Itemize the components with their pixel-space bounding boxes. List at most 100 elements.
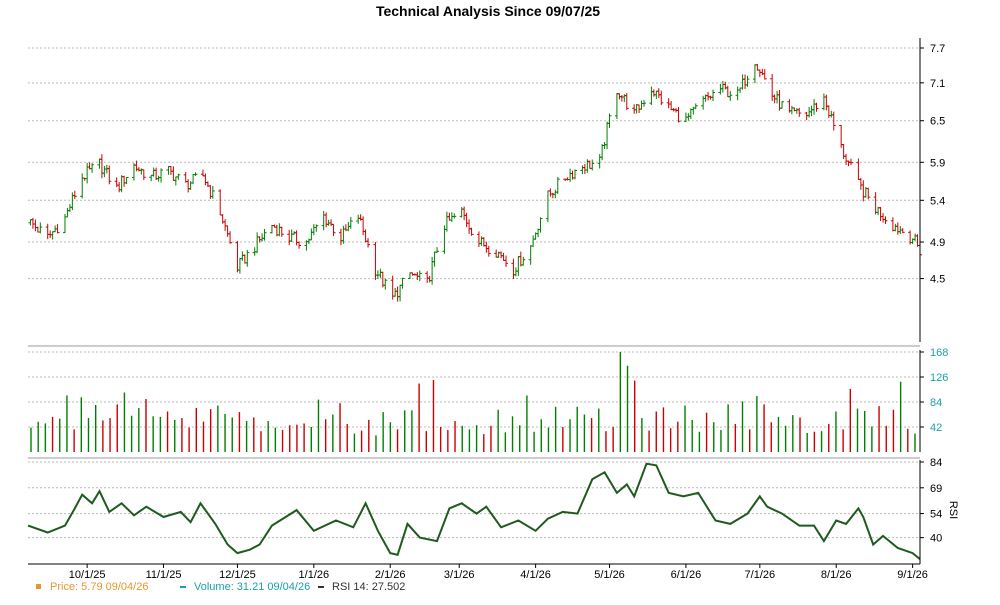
price-bar bbox=[725, 85, 730, 98]
x-tick-label: 7/1/26 bbox=[745, 569, 776, 581]
price-bar bbox=[590, 159, 595, 171]
price-bar bbox=[50, 231, 55, 240]
price-bar bbox=[467, 219, 472, 234]
price-bar bbox=[642, 99, 647, 107]
price-bar bbox=[464, 212, 469, 228]
price-bar bbox=[693, 103, 698, 110]
price-bar bbox=[486, 245, 491, 257]
price-bar bbox=[122, 175, 127, 187]
price-bar bbox=[479, 236, 484, 246]
price-bar bbox=[228, 231, 233, 244]
price-tick-label: 7.7 bbox=[930, 43, 945, 55]
price-bar bbox=[373, 242, 378, 280]
price-bar bbox=[573, 169, 578, 180]
price-bar bbox=[33, 219, 38, 232]
price-bar bbox=[117, 182, 122, 193]
legend-price-label: Price: 5.79 09/04/26 bbox=[50, 581, 148, 593]
price-bar bbox=[780, 101, 785, 109]
price-bar bbox=[447, 212, 452, 221]
x-tick-label: 8/1/26 bbox=[821, 569, 852, 581]
price-bar bbox=[262, 228, 267, 241]
price-bar bbox=[99, 154, 104, 179]
price-bar bbox=[444, 211, 449, 232]
price-bar bbox=[321, 211, 326, 231]
price-bar bbox=[156, 175, 161, 182]
price-bar bbox=[255, 232, 260, 254]
price-bar bbox=[521, 256, 526, 266]
price-bar bbox=[70, 192, 75, 211]
price-bar bbox=[893, 223, 898, 232]
price-bar bbox=[225, 225, 230, 237]
x-tick-label: 6/1/26 bbox=[671, 569, 702, 581]
price-bar bbox=[605, 121, 610, 150]
price-bar bbox=[203, 173, 208, 186]
price-bar bbox=[568, 168, 573, 182]
price-bar bbox=[666, 98, 671, 109]
price-bar bbox=[45, 223, 50, 240]
price-bar bbox=[777, 90, 782, 111]
price-bar bbox=[752, 64, 757, 84]
price-bar bbox=[881, 212, 886, 223]
rsi-tick-label: 69 bbox=[930, 483, 942, 495]
price-bar bbox=[151, 167, 156, 177]
price-bar bbox=[735, 86, 740, 101]
price-bar bbox=[311, 224, 316, 236]
price-bar bbox=[775, 90, 780, 104]
price-bar bbox=[669, 101, 674, 111]
x-tick-label: 10/1/25 bbox=[69, 569, 106, 581]
x-tick-label: 12/1/25 bbox=[219, 569, 256, 581]
price-bar bbox=[826, 105, 831, 118]
price-bar bbox=[582, 164, 587, 175]
price-bar bbox=[348, 217, 353, 229]
price-bar bbox=[176, 173, 181, 180]
price-bar bbox=[242, 254, 247, 264]
price-bar bbox=[550, 192, 555, 199]
price-bars bbox=[28, 63, 922, 302]
price-bar bbox=[183, 172, 188, 183]
price-bar bbox=[469, 227, 474, 236]
price-bar bbox=[580, 165, 585, 175]
price-bar bbox=[745, 75, 750, 87]
x-tick-label: 2/1/26 bbox=[375, 569, 406, 581]
price-bar bbox=[531, 235, 536, 247]
price-bar bbox=[600, 144, 605, 161]
x-tick-label: 1/1/26 bbox=[299, 569, 330, 581]
volume-bars bbox=[30, 352, 916, 452]
price-bar bbox=[395, 286, 400, 302]
price-bar bbox=[501, 252, 506, 261]
price-bar bbox=[659, 90, 664, 105]
price-bar bbox=[38, 222, 43, 234]
price-bar bbox=[649, 86, 654, 105]
legend: Price: 5.79 09/04/26 Volume: 31.21 09/04/… bbox=[36, 581, 405, 593]
price-bar bbox=[432, 251, 437, 267]
price-bar bbox=[173, 176, 178, 186]
price-bar bbox=[72, 190, 77, 200]
x-tick-label: 5/1/26 bbox=[594, 569, 625, 581]
price-bar bbox=[831, 111, 836, 131]
price-bar bbox=[237, 257, 242, 274]
price-bar bbox=[619, 95, 624, 102]
price-tick-label: 5.9 bbox=[930, 157, 945, 169]
price-bar bbox=[513, 267, 518, 277]
price-bar bbox=[915, 234, 920, 247]
price-bar bbox=[634, 104, 639, 114]
price-bar bbox=[407, 272, 412, 280]
price-bar bbox=[363, 229, 368, 243]
price-bar bbox=[770, 74, 775, 102]
price-bar bbox=[171, 166, 176, 181]
legend-rsi-label: RSI 14: 27.502 bbox=[332, 581, 405, 593]
price-bar bbox=[131, 163, 136, 181]
legend-price-marker bbox=[36, 584, 41, 589]
price-tick-label: 4.5 bbox=[930, 274, 945, 286]
price-bar bbox=[90, 163, 95, 173]
rsi-axis-title: RSI bbox=[947, 501, 959, 519]
price-bar bbox=[28, 219, 33, 226]
price-bar bbox=[435, 247, 440, 253]
price-bar bbox=[119, 175, 124, 193]
price-bar bbox=[331, 223, 336, 237]
price-bar bbox=[314, 224, 319, 232]
price-bar bbox=[277, 223, 282, 237]
price-bar bbox=[614, 92, 619, 120]
price-bar bbox=[762, 69, 767, 80]
